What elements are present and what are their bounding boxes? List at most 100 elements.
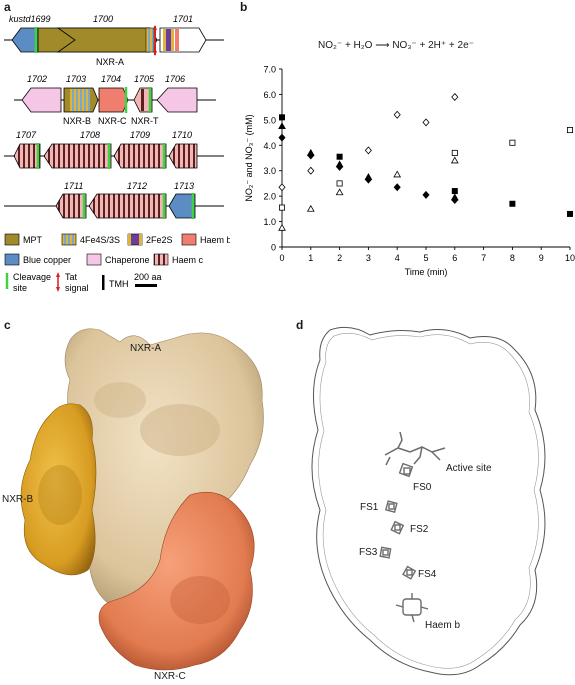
y-tick-label: 5.0 xyxy=(263,115,276,125)
data-point xyxy=(393,183,401,192)
x-tick-label: 4 xyxy=(395,253,400,263)
data-point xyxy=(422,118,430,127)
data-point xyxy=(451,92,459,101)
legend-tmh: TMH xyxy=(109,279,129,289)
label-c-nxr-c: NXR-C xyxy=(154,671,186,682)
legend-cleavage-1: Cleavage xyxy=(13,272,51,282)
data-point xyxy=(279,204,286,211)
legend-swatch-fe4s xyxy=(61,233,77,246)
data-point xyxy=(364,146,372,155)
legend-blue-copper: Blue copper xyxy=(23,255,71,265)
x-tick-label: 10 xyxy=(565,253,575,263)
gene-1711 xyxy=(55,193,87,219)
legend-swatch-chaperone xyxy=(86,253,102,266)
x-tick-label: 7 xyxy=(481,253,486,263)
data-point xyxy=(279,114,286,121)
gene-1708 xyxy=(43,143,112,169)
y-tick-label: 2.0 xyxy=(263,192,276,202)
data-point xyxy=(336,180,343,187)
reaction-equation: NO₂⁻ + H₂O ⟶ NO₃⁻ + 2H⁺ + 2e⁻ xyxy=(318,40,474,51)
legend-fe4s: 4Fe4S/3S xyxy=(80,235,120,245)
data-point xyxy=(307,166,315,175)
data-point xyxy=(336,153,343,160)
y-tick-label: 0 xyxy=(271,243,276,253)
surface-structure xyxy=(20,328,264,671)
label-nxr-a: NXR-A xyxy=(96,57,124,67)
label-1706: 1706 xyxy=(165,74,185,84)
data-point xyxy=(509,200,516,207)
fs0-cluster xyxy=(398,462,414,478)
gene-1709 xyxy=(113,143,167,169)
legend: MPT 4Fe4S/3S 2Fe2S Haem b Blue copper Ch… xyxy=(4,233,230,293)
panel-a-letter: a xyxy=(4,0,11,14)
label-nxr-c: NXR-C xyxy=(98,116,127,126)
row2-genes xyxy=(14,87,216,113)
cofactor-outline xyxy=(311,326,546,676)
gene-cluster-diagram: kustd1699 1700 1701 NXR-A 1702 1703 1704… xyxy=(4,14,230,293)
data-point xyxy=(422,190,430,199)
label-1712: 1712 xyxy=(127,181,147,191)
label-1707: 1707 xyxy=(16,130,37,140)
label-c-nxr-b: NXR-B xyxy=(2,494,34,505)
gene-1702 xyxy=(21,87,62,113)
label-1711: 1711 xyxy=(64,181,83,191)
y-tick-label: 6.0 xyxy=(263,90,276,100)
gene-1699 xyxy=(11,27,39,53)
legend-tat-1: Tat xyxy=(65,272,78,282)
label-d-active-site: Active site xyxy=(446,463,492,474)
y-tick-label: 4.0 xyxy=(263,141,276,151)
label-c-nxr-a: NXR-A xyxy=(130,343,162,354)
label-1713: 1713 xyxy=(174,181,194,191)
row4-genes xyxy=(4,193,224,219)
legend-swatch-blue-copper xyxy=(4,253,20,266)
haem-b-cofactor xyxy=(395,593,429,623)
legend-swatch-haem-b xyxy=(181,233,197,246)
x-tick-label: 9 xyxy=(539,253,544,263)
nxr-c-surface xyxy=(98,491,255,671)
legend-tmh-mark xyxy=(102,275,105,290)
label-1710: 1710 xyxy=(172,130,192,140)
data-point xyxy=(451,188,458,195)
label-d-fs0: FS0 xyxy=(413,482,432,493)
legend-cleavage-2: site xyxy=(13,283,27,293)
fs3-cluster xyxy=(379,546,392,559)
label-1704: 1704 xyxy=(101,74,121,84)
fs4-cluster xyxy=(402,565,417,580)
legend-fe2s: 2Fe2S xyxy=(146,235,173,245)
data-point xyxy=(307,151,315,160)
legend-scale-bar xyxy=(135,284,157,287)
x-tick-label: 5 xyxy=(423,253,428,263)
label-1709: 1709 xyxy=(130,130,150,140)
data-point xyxy=(450,156,459,164)
row3-genes xyxy=(4,143,224,169)
protein-outline xyxy=(311,326,546,676)
data-point xyxy=(451,195,459,204)
y-tick-label: 7.0 xyxy=(263,65,276,75)
label-1700: 1700 xyxy=(93,14,113,24)
label-nxr-b: NXR-B xyxy=(63,116,91,126)
label-nxr-t: NXR-T xyxy=(131,116,159,126)
x-tick-label: 1 xyxy=(308,253,313,263)
label-d-fs3: FS3 xyxy=(359,547,378,558)
y-tick-label: 3.0 xyxy=(263,166,276,176)
data-point xyxy=(306,204,315,212)
x-tick-label: 6 xyxy=(452,253,457,263)
data-point xyxy=(566,210,573,217)
x-tick-label: 2 xyxy=(337,253,342,263)
label-1708: 1708 xyxy=(80,130,100,140)
gene-1704 xyxy=(98,87,129,113)
fs2-cluster xyxy=(390,520,405,535)
label-kustd1699: kustd1699 xyxy=(9,14,51,24)
gene-1713 xyxy=(168,193,196,219)
legend-scale: 200 aa xyxy=(134,272,162,282)
active-site-cofactor xyxy=(384,431,446,466)
x-tick-label: 3 xyxy=(366,253,371,263)
legend-haem-b: Haem b xyxy=(200,235,230,245)
data-point xyxy=(393,170,402,178)
data-point xyxy=(566,127,573,134)
gene-1706 xyxy=(156,87,198,113)
data-point xyxy=(278,183,286,192)
panel-b-letter: b xyxy=(240,0,248,14)
panel-c-letter: c xyxy=(4,318,11,332)
data-point xyxy=(393,110,401,119)
